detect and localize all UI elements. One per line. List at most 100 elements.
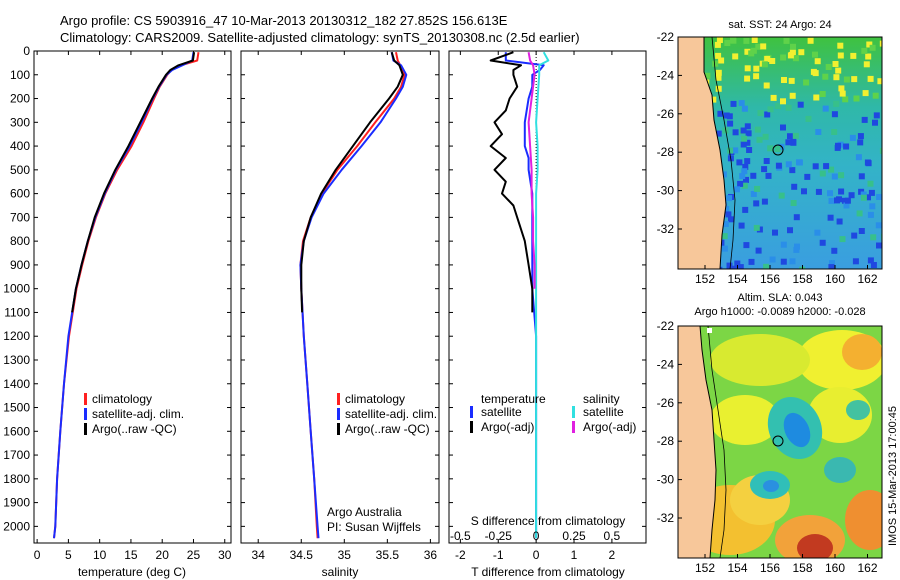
depth-tick-label: 0 [23, 44, 30, 58]
s-tick-label: 0 [533, 529, 540, 543]
map-lat-label: -26 [657, 396, 675, 410]
legend-label-argo: Argo(..raw -QC) [345, 422, 430, 436]
map-lat-label: -22 [657, 30, 675, 44]
temperature-series [53, 52, 200, 539]
depth-tick-label: 1600 [3, 424, 30, 438]
depth-tick-label: 1700 [3, 448, 30, 462]
difference-depth-ticks [449, 50, 646, 527]
depth-tick-label: 900 [10, 258, 30, 272]
legend-swatch-satellite [337, 408, 340, 420]
sst-float-marker [772, 144, 784, 156]
series-line-argo-raw-qc [300, 51, 404, 313]
annotation-pi: PI: Susan Wijffels [327, 520, 421, 534]
map-lat-label: -30 [657, 473, 675, 487]
x-tick-label: 30 [218, 548, 232, 562]
legend-label-s-argo: Argo(-adj) [583, 420, 636, 434]
x-tick-label: 10 [93, 548, 107, 562]
difference-series [489, 51, 550, 539]
salinity-plot-area [240, 50, 440, 544]
map-lat-label: -22 [657, 319, 675, 333]
sst-map-ticks: -22 -24 -26 -28 -30 -32 152 154 156 158 160 162 [657, 30, 878, 286]
sla-isobath [707, 326, 727, 558]
depth-tick-label: 100 [10, 68, 30, 82]
legend-swatch-s-argo [572, 421, 575, 433]
depth-tick-label: 1100 [4, 305, 30, 319]
difference-x-axis: -2 -1 0 1 2 [455, 51, 616, 562]
legend-label-climatology: climatology [345, 392, 405, 406]
legend-label-satellite: satellite-adj. clim. [92, 407, 184, 421]
depth-tick-label: 800 [10, 234, 30, 248]
x-tick-label: 1 [571, 548, 578, 562]
sla-map-ticks: -22 -24 -26 -28 -30 -32 152 154 156 158 160 162 [657, 319, 878, 575]
legend-label-s-satellite: satellite [583, 405, 624, 419]
map-lon-label: 152 [695, 561, 715, 575]
map-lon-label: 152 [695, 272, 715, 286]
legend-swatch-satellite [84, 408, 87, 420]
legend-swatch-climatology [337, 393, 340, 405]
sla-map-image [678, 326, 882, 558]
x-tick-label: 35.5 [376, 548, 400, 562]
s-tick-label: 0.5 [604, 529, 621, 543]
series-line-satellite-adj-clim [299, 51, 408, 539]
salinity-depth-ticks [241, 50, 439, 527]
depth-tick-label: 1800 [3, 472, 30, 486]
sst-map-panel: sat. SST: 24 Argo: 24 -22 -24 -26 -28 -30 -32… [657, 19, 883, 286]
depth-tick-label: 200 [10, 92, 30, 106]
map-lat-label: -32 [657, 511, 675, 525]
legend-label-t-satellite: satellite [481, 405, 522, 419]
sst-isobath [711, 37, 736, 269]
legend-label-climatology: climatology [92, 392, 152, 406]
map-lon-label: 160 [825, 272, 845, 286]
map-lon-label: 156 [760, 561, 780, 575]
s-tick-label: 0.25 [562, 529, 586, 543]
depth-tick-label: 1000 [3, 282, 30, 296]
temperature-plot-area [33, 50, 232, 544]
depth-tick-label: 300 [10, 115, 30, 129]
x-tick-label: 36 [424, 548, 438, 562]
x-tick-label: -1 [493, 548, 504, 562]
sla-map-subtitle: Argo h1000: -0.0089 h2000: -0.028 [694, 306, 865, 318]
sst-map-image [678, 37, 882, 269]
depth-tick-label: 1500 [3, 401, 30, 415]
legend-swatch-t-argo [470, 421, 473, 433]
map-lat-label: -30 [657, 184, 675, 198]
map-lon-label: 160 [825, 561, 845, 575]
salinity-xlabel: salinity [322, 565, 359, 579]
temperature-panel: 0100200300400500600700800900100011001200… [3, 44, 231, 579]
legend-swatch-s-satellite [572, 406, 575, 418]
salinity-legend: climatology satellite-adj. clim. Argo(..… [337, 392, 437, 436]
depth-tick-label: 700 [10, 210, 30, 224]
sla-map-frame [677, 325, 883, 559]
depth-tick-label: 400 [10, 139, 30, 153]
s-tick-label: -0.25 [485, 529, 513, 543]
map-lon-label: 162 [857, 272, 877, 286]
depth-axis-ticks: 0 100 200 300 400 500 600 700 800 900 1000 1100 1200… [3, 44, 231, 533]
temperature-legend: climatology satellite-adj. clim. Argo(..… [84, 392, 184, 436]
series-line-s-satellite [535, 51, 550, 539]
footer-stamp: IMOS 15-Mar-2013 17:00:45 [887, 406, 899, 546]
legend-swatch-t-satellite [470, 406, 473, 418]
sst-map-title: sat. SST: 24 Argo: 24 [728, 19, 831, 31]
x-tick-label: 25 [187, 548, 201, 562]
figure-title-line1: Argo profile: CS 5903916_47 10-Mar-2013 … [60, 13, 508, 28]
series-line-s-argo-adj [527, 52, 536, 289]
map-lon-label: 158 [792, 561, 812, 575]
depth-tick-label: 1200 [3, 329, 30, 343]
series-line-t-argo-adj [489, 51, 534, 313]
legend-swatch-climatology [84, 393, 87, 405]
difference-xlabel-top: S difference from climatology [471, 514, 626, 528]
salinity-series [299, 51, 408, 539]
map-lat-label: -24 [657, 68, 675, 82]
legend-label-t-argo: Argo(-adj) [481, 420, 534, 434]
sst-coastline [703, 37, 727, 269]
temperature-xlabel: temperature (deg C) [78, 565, 186, 579]
map-lat-label: -28 [657, 434, 675, 448]
map-lon-label: 154 [727, 272, 747, 286]
map-lon-label: 156 [760, 272, 780, 286]
x-tick-label: 0 [34, 548, 41, 562]
map-lat-label: -24 [657, 357, 675, 371]
difference-legend: temperature salinity satellite Argo(-adj… [470, 392, 636, 434]
x-tick-label: 15 [124, 548, 138, 562]
sla-white-cell [707, 328, 712, 333]
